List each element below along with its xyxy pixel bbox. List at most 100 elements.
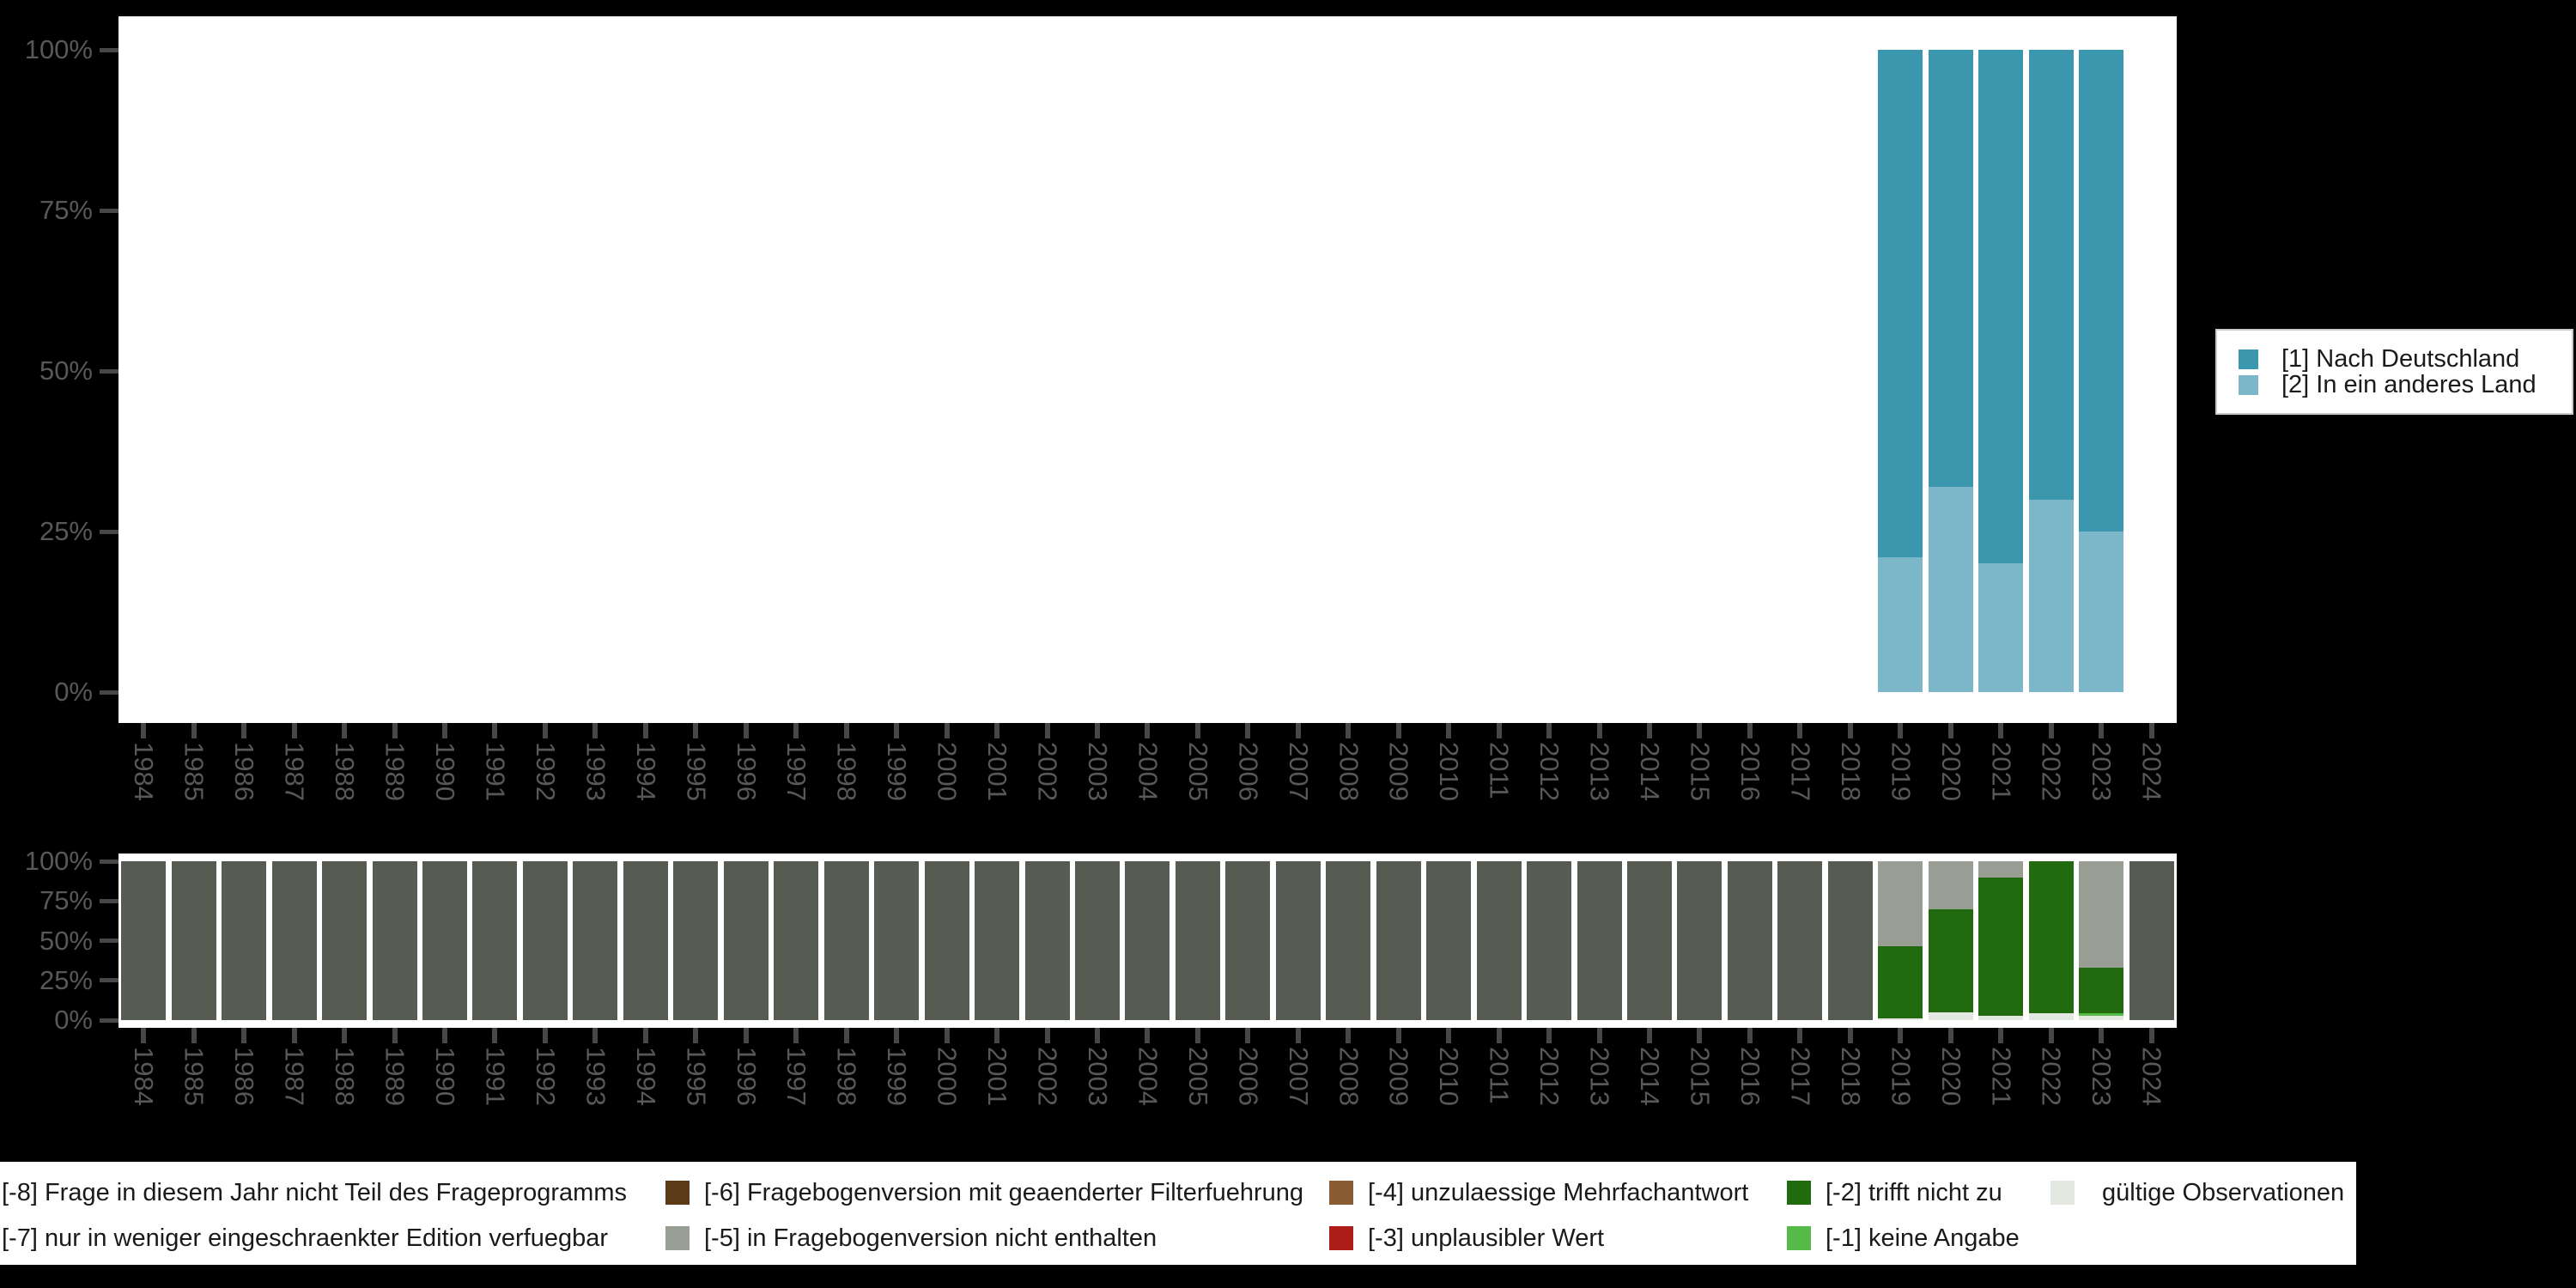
bar-segment bbox=[924, 861, 969, 1020]
x-tick-label: 2018 bbox=[1835, 742, 1866, 801]
x-tick bbox=[392, 1028, 398, 1043]
x-tick bbox=[2048, 723, 2054, 738]
y-tick-label: 100% bbox=[24, 846, 93, 876]
x-tick-label: 1997 bbox=[781, 742, 812, 801]
legend-item: [-6] Fragebogenversion mit geaenderter F… bbox=[665, 1178, 1303, 1206]
x-tick bbox=[1647, 723, 1653, 738]
x-tick bbox=[843, 723, 849, 738]
bar-segment bbox=[1376, 861, 1421, 1020]
legend-label: [-8] Frage in diesem Jahr nicht Teil des… bbox=[2, 1178, 627, 1206]
direction-legend: [1] Nach Deutschland [2] In ein anderes … bbox=[2215, 329, 2573, 415]
legend-label: [-5] in Fragebogenversion nicht enthalte… bbox=[704, 1224, 1157, 1252]
x-tick-label: 2020 bbox=[1935, 742, 1966, 801]
y-tick bbox=[100, 978, 118, 983]
x-tick bbox=[1044, 723, 1050, 738]
x-tick bbox=[793, 723, 799, 738]
x-tick bbox=[1596, 1028, 1602, 1043]
bar-segment bbox=[1978, 861, 2024, 878]
not-in-version-swatch bbox=[665, 1226, 690, 1250]
nach-deutschland-swatch bbox=[2239, 349, 2258, 369]
x-tick-label: 2014 bbox=[1635, 1047, 1666, 1106]
x-tick-label: 2011 bbox=[1484, 742, 1515, 799]
x-tick bbox=[1245, 1028, 1251, 1043]
x-tick-label: 2018 bbox=[1835, 1047, 1866, 1106]
legend-item: [-3] unplausibler Wert bbox=[1329, 1224, 1605, 1252]
x-tick bbox=[1797, 1028, 1803, 1043]
y-tick-label: 75% bbox=[39, 195, 93, 225]
x-tick-label: 1988 bbox=[330, 1047, 361, 1106]
y-tick bbox=[100, 208, 118, 213]
x-tick-label: 1992 bbox=[530, 742, 561, 801]
x-tick bbox=[1697, 1028, 1703, 1043]
x-tick-label: 1985 bbox=[179, 1047, 210, 1106]
x-tick bbox=[1496, 1028, 1502, 1043]
legend-label: [-3] unplausibler Wert bbox=[1368, 1224, 1605, 1252]
x-tick bbox=[1446, 1028, 1452, 1043]
x-tick bbox=[1145, 723, 1151, 738]
bar-segment bbox=[1878, 861, 1923, 946]
x-tick-label: 2016 bbox=[1735, 742, 1765, 801]
x-tick-label: 2024 bbox=[2136, 742, 2167, 801]
x-tick bbox=[1747, 723, 1753, 738]
x-tick-label: 2015 bbox=[1685, 1047, 1716, 1106]
legend-item: [2] In ein anderes Land bbox=[2239, 371, 2572, 398]
x-tick-label: 1995 bbox=[681, 1047, 712, 1106]
x-tick bbox=[1797, 723, 1803, 738]
implausible-value-swatch bbox=[1329, 1226, 1353, 1250]
x-tick bbox=[994, 1028, 1000, 1043]
x-tick bbox=[1998, 723, 2004, 738]
x-tick-label: 2007 bbox=[1283, 742, 1314, 801]
legend-item: [-5] in Fragebogenversion nicht enthalte… bbox=[665, 1224, 1157, 1252]
x-tick bbox=[642, 1028, 648, 1043]
legend-label: [1] Nach Deutschland bbox=[2281, 344, 2520, 373]
x-tick bbox=[1346, 1028, 1352, 1043]
bar-segment bbox=[271, 861, 317, 1020]
x-tick-label: 2002 bbox=[1032, 742, 1063, 801]
bar-segment bbox=[2079, 861, 2124, 968]
y-tick-label: 25% bbox=[39, 516, 93, 546]
x-tick bbox=[743, 723, 749, 738]
legend-label: [-4] unzulaessige Mehrfachantwort bbox=[1368, 1178, 1749, 1206]
x-tick bbox=[1395, 1028, 1401, 1043]
x-tick-label: 2010 bbox=[1434, 742, 1465, 801]
bar-segment bbox=[1225, 861, 1271, 1020]
bar-segment bbox=[1677, 861, 1722, 1020]
x-tick bbox=[944, 1028, 950, 1043]
x-tick bbox=[1194, 723, 1200, 738]
x-tick bbox=[542, 1028, 548, 1043]
x-tick-label: 2004 bbox=[1133, 742, 1163, 801]
x-tick bbox=[1094, 723, 1100, 738]
x-tick-label: 2015 bbox=[1685, 742, 1716, 801]
bar-segment bbox=[975, 861, 1020, 1020]
bar-segment bbox=[1777, 861, 1823, 1020]
legend-label: [-6] Fragebogenversion mit geaenderter F… bbox=[704, 1178, 1303, 1206]
x-tick bbox=[441, 1028, 447, 1043]
x-tick-label: 1985 bbox=[179, 742, 210, 801]
x-tick bbox=[542, 723, 548, 738]
x-tick-label: 2022 bbox=[2036, 742, 2067, 801]
x-tick-label: 2009 bbox=[1383, 742, 1414, 801]
y-tick-label: 0% bbox=[54, 1005, 93, 1035]
bar-segment bbox=[2079, 1016, 2124, 1020]
bar-segment bbox=[2028, 1012, 2074, 1020]
bar-segment bbox=[1476, 861, 1522, 1020]
x-tick-label: 2013 bbox=[1584, 742, 1615, 801]
x-tick-label: 2012 bbox=[1534, 1047, 1565, 1106]
bar-segment bbox=[322, 861, 368, 1020]
x-tick bbox=[342, 1028, 348, 1043]
missing-codes-legend: [-8] Frage in diesem Jahr nicht Teil des… bbox=[0, 1162, 2356, 1265]
x-tick bbox=[894, 1028, 900, 1043]
bar-segment bbox=[2028, 861, 2074, 1013]
x-tick-label: 2011 bbox=[1484, 1047, 1515, 1104]
x-tick-label: 2012 bbox=[1534, 742, 1565, 801]
x-tick-label: 2008 bbox=[1334, 1047, 1364, 1106]
x-tick-label: 2005 bbox=[1182, 1047, 1213, 1106]
x-tick-label: 2021 bbox=[1986, 1047, 2017, 1106]
y-tick-label: 50% bbox=[39, 355, 93, 386]
missing-values-chart bbox=[118, 854, 2177, 1028]
x-tick-label: 1994 bbox=[630, 742, 661, 801]
bar-segment bbox=[2129, 861, 2174, 1020]
y-tick-label: 75% bbox=[39, 885, 93, 916]
bar-segment bbox=[2028, 499, 2074, 692]
